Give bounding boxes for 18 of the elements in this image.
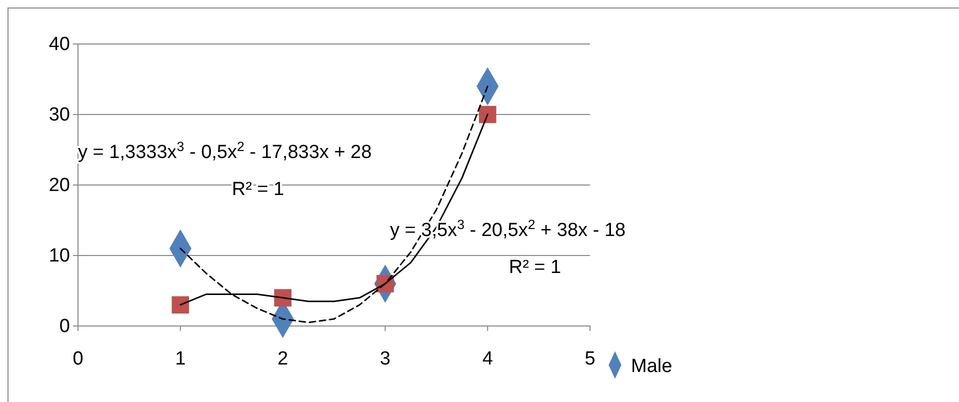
x-tick-label: 2 [278,348,288,370]
x-tick-label: 0 [72,348,84,370]
y-tick-label: 10 [48,246,70,267]
point [478,106,496,124]
y-tick-label: 30 [48,104,70,126]
y-tick-label: 0 [59,316,70,338]
annotation: R² = 1 [232,179,284,200]
x-tick-label: 3 [380,348,390,370]
annotation: y = 1,3333x$^{3}$ - 0,5x$^{2}$ - 17,833x + 28 [78,138,372,163]
point [274,289,292,306]
legend-label: Male [631,356,672,377]
x-tick-label: 1 [175,348,186,370]
annotation: R² = 1 [508,257,562,278]
y-tick-label: 40 [48,34,70,56]
x-tick-label: 4 [482,348,494,370]
y-tick-label: 20 [48,175,70,196]
point [172,296,190,314]
x-tick-label: 5 [584,348,596,370]
